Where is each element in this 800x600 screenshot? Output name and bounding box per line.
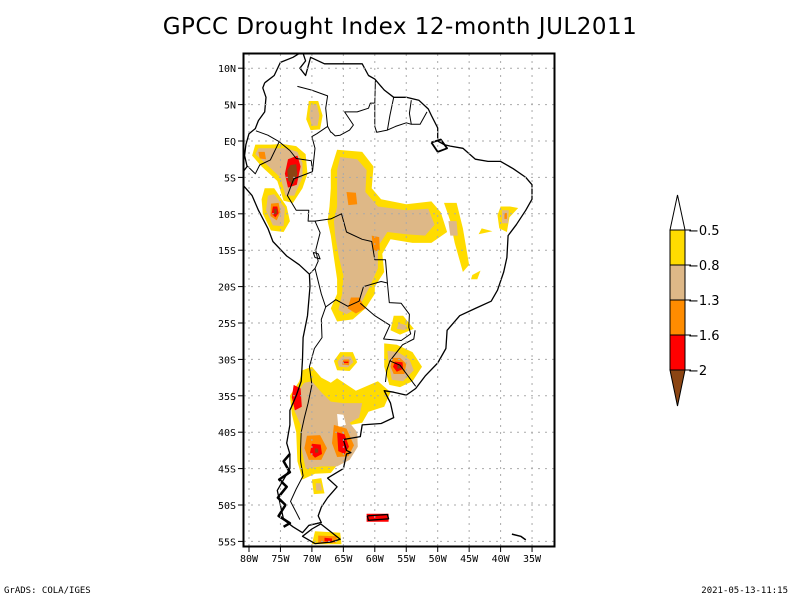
drought-area-extreme <box>324 537 332 542</box>
colorbar-segment <box>669 299 686 336</box>
colorbar-label: −0.5 <box>688 224 720 239</box>
plot-frame <box>242 52 556 548</box>
lat-tick-label: 10S <box>218 210 236 221</box>
coastline <box>511 533 527 541</box>
lat-tick-label: 50S <box>218 501 236 512</box>
lon-tick-label: 50W <box>429 554 448 565</box>
lat-tick-label: 5N <box>224 101 236 112</box>
country-border <box>374 103 428 133</box>
country-border <box>297 85 329 127</box>
lat-tick-label: 10N <box>218 64 236 75</box>
country-border <box>246 141 280 175</box>
country-border <box>255 130 313 172</box>
coastline <box>366 513 390 521</box>
colorbar-label: −1.3 <box>688 294 720 309</box>
drought-area-exceptional <box>315 448 319 453</box>
lon-tick-label: 55W <box>397 554 416 565</box>
country-border <box>308 522 321 526</box>
coastline-and-borders <box>244 54 533 545</box>
drought-area-exceptional <box>287 164 298 185</box>
country-border <box>311 80 376 172</box>
drought-area-severe <box>333 157 435 315</box>
country-border <box>389 330 417 387</box>
country-border <box>286 171 321 275</box>
lat-tick-label: EQ <box>224 137 236 148</box>
latitude-axis: 10N 5N EQ 5S 10S 15S 20S 25S 30S 35S 40S 45S 50S 55S <box>218 64 243 548</box>
non-drought-gap <box>337 414 346 428</box>
lon-tick-label: 75W <box>271 554 290 565</box>
lat-tick-label: 25S <box>218 319 236 330</box>
drought-area-exceptional <box>274 208 277 215</box>
fjord-coastline <box>276 453 292 528</box>
lat-tick-label: 35S <box>218 392 236 403</box>
country-border <box>386 97 395 131</box>
drought-area-very-severe <box>347 297 366 314</box>
lon-tick-label: 35W <box>523 554 542 565</box>
drought-area-moderate <box>471 270 481 280</box>
longitude-axis: 80W 75W 70W 65W 60W 55W 50W 45W 40W 35W <box>240 547 542 565</box>
lat-tick-label: 15S <box>218 246 236 257</box>
colorbar-top-extension <box>669 194 686 231</box>
country-border <box>359 282 412 341</box>
drought-area-moderate <box>444 202 470 272</box>
country-border <box>408 100 412 125</box>
lat-tick-label: 5S <box>224 173 236 184</box>
colorbar-segment <box>669 334 686 371</box>
drought-area-extreme <box>343 361 349 363</box>
lon-tick-label: 70W <box>303 554 322 565</box>
drought-area-severe <box>315 483 322 491</box>
drought-area-extreme <box>291 384 302 411</box>
lat-tick-label: 20S <box>218 283 236 294</box>
lon-tick-label: 80W <box>240 554 259 565</box>
lon-tick-label: 60W <box>366 554 385 565</box>
colorbar-label: −2 <box>688 364 707 379</box>
drought-area-very-severe <box>371 235 380 252</box>
colorbar-label: −0.8 <box>688 259 720 274</box>
colorbar-label: −1.6 <box>688 329 720 344</box>
drought-area-very-severe <box>346 192 358 206</box>
drought-area-severe <box>309 104 320 126</box>
drought-area-very-severe <box>504 213 507 219</box>
coastline <box>430 138 448 153</box>
coastline <box>301 523 341 545</box>
colorbar-segment <box>669 229 686 266</box>
drought-area-very-severe <box>258 151 266 160</box>
drought-area-severe <box>448 221 458 236</box>
lat-tick-label: 30S <box>218 355 236 366</box>
lon-tick-label: 40W <box>492 554 511 565</box>
grads-credit: GrADS: COLA/IGES <box>4 586 91 596</box>
drought-area-exceptional <box>397 365 401 369</box>
gridlines <box>244 54 554 546</box>
drought-area-severe <box>396 323 407 331</box>
lon-tick-label: 65W <box>334 554 353 565</box>
country-border <box>290 306 327 520</box>
chart-title: GPCC Drought Index 12-month JUL2011 <box>162 14 638 40</box>
country-border <box>385 360 391 383</box>
lat-tick-label: 40S <box>218 428 236 439</box>
colorbar-segment <box>669 264 686 301</box>
lon-tick-label: 45W <box>460 554 479 565</box>
colorbar-legend: −0.5 −0.8 −1.3 −1.6 −2 <box>669 194 720 407</box>
timestamp: 2021-05-13-11:15 <box>701 586 788 596</box>
colorbar-bottom-extension <box>669 369 686 407</box>
drought-area-moderate <box>478 228 493 235</box>
lat-tick-label: 55S <box>218 537 236 548</box>
lat-tick-label: 45S <box>218 465 236 476</box>
